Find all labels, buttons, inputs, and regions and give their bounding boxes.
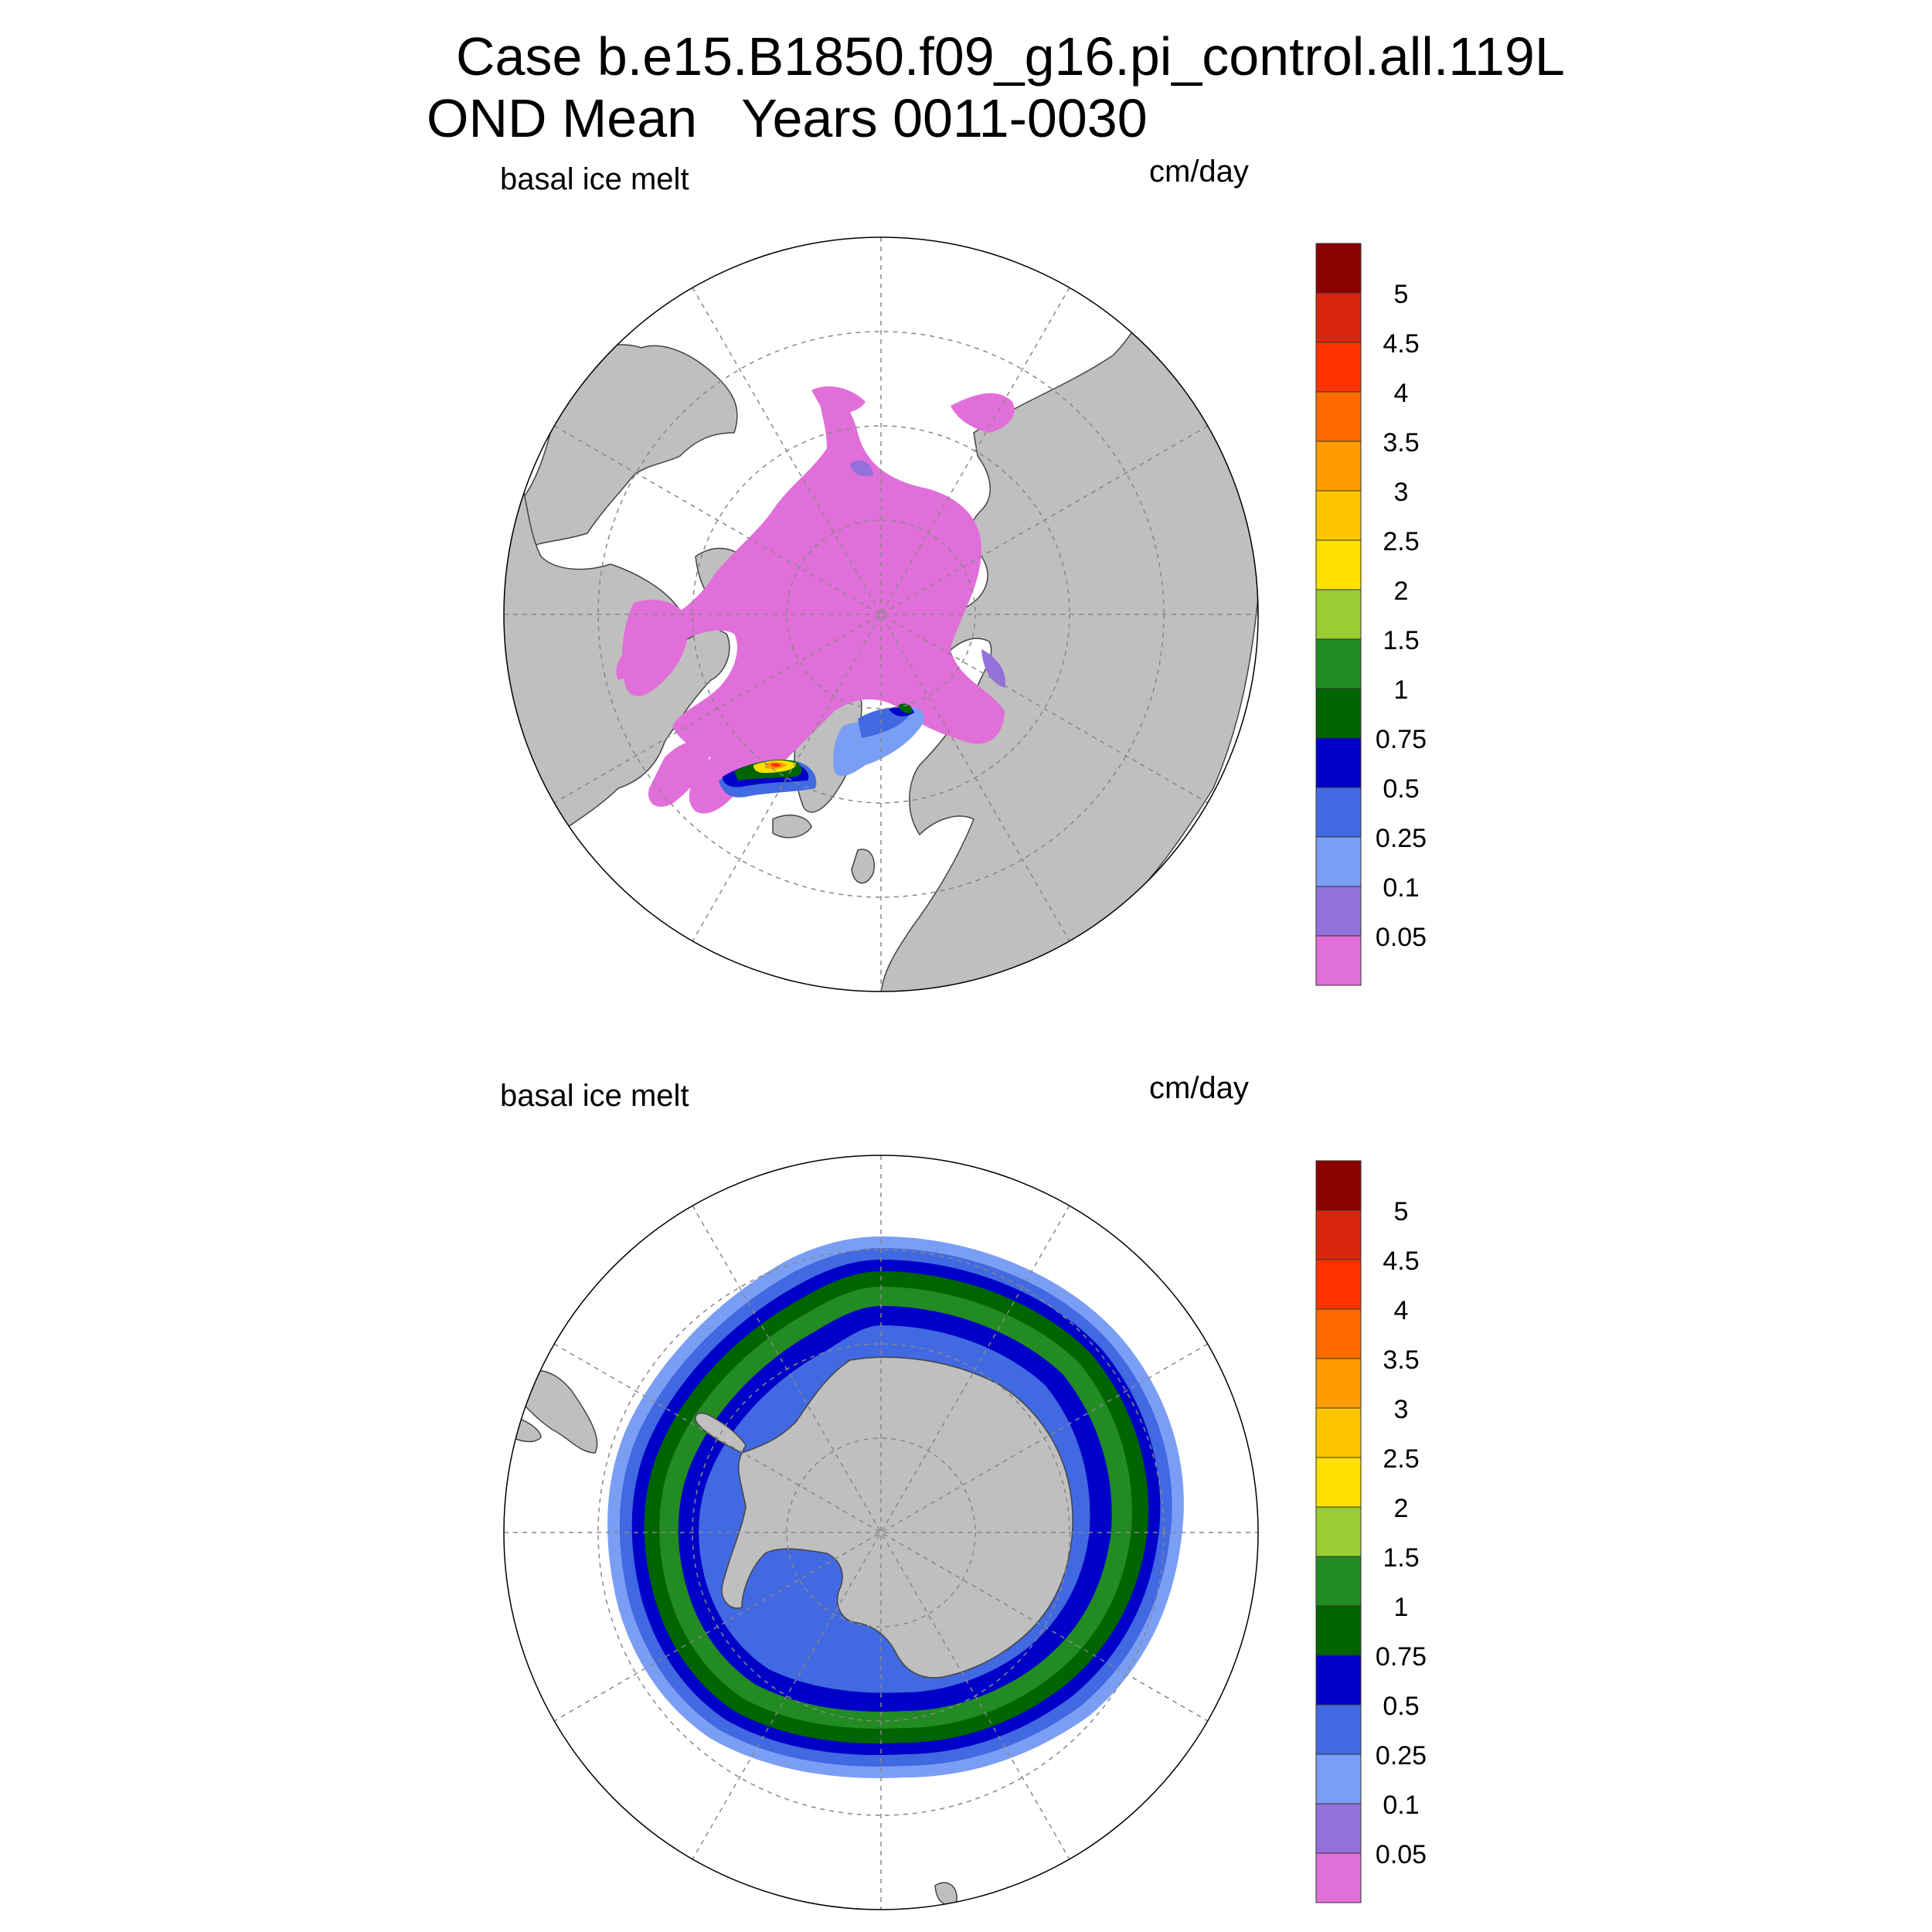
south-colorbar-tick-label: 0.05 (1376, 1840, 1427, 1869)
south-colorbar-tick-label: 2 (1394, 1494, 1409, 1523)
north-melt-hudson-bay (621, 600, 689, 696)
south-colorbar-tick-label: 0.5 (1383, 1692, 1419, 1721)
north-colorbar-box (1315, 292, 1362, 343)
north-melt-labrador-red (771, 763, 781, 767)
north-land-iceland (772, 815, 812, 838)
south-colorbar-tick-label: 4.5 (1383, 1247, 1419, 1276)
north-colorbar: 0.05 0.1 0.25 0.5 0.75 1 1.5 2 2.5 3 3.5 4 4.5 5 (1315, 243, 1427, 986)
south-colorbar: 0.05 0.1 0.25 0.5 0.75 1 1.5 2 2.5 3 3.5 4 4.5 5 (1315, 1160, 1427, 1903)
north-polar-map (503, 236, 1259, 992)
south-colorbar-box (1315, 1259, 1362, 1310)
north-colorbar-tick-label: 4 (1394, 379, 1409, 408)
south-colorbar-tick-label: 0.1 (1383, 1791, 1419, 1820)
north-colorbar-tick-label: 0.5 (1383, 774, 1419, 804)
north-colorbar-tick-label: 3.5 (1383, 428, 1419, 457)
north-colorbar-box (1315, 638, 1362, 689)
north-colorbar-box (1315, 737, 1362, 788)
north-melt-labrador (648, 741, 711, 807)
south-colorbar-box (1315, 1160, 1362, 1211)
north-colorbar-box (1315, 440, 1362, 492)
north-colorbar-tick-label: 5 (1394, 280, 1409, 309)
south-colorbar-box (1315, 1209, 1362, 1260)
south-variable-label: basal ice melt (500, 1079, 689, 1113)
north-colorbar-tick-label: 1 (1394, 675, 1409, 705)
south-colorbar-box (1315, 1852, 1362, 1903)
north-variable-label: basal ice melt (500, 162, 689, 196)
south-colorbar-box (1315, 1605, 1362, 1656)
south-colorbar-box (1315, 1308, 1362, 1359)
north-colorbar-box (1315, 391, 1362, 442)
south-land-antarctica (721, 1356, 1073, 1679)
south-colorbar-box (1315, 1358, 1362, 1409)
south-land-new-zealand (934, 1882, 957, 1906)
north-colorbar-box (1315, 886, 1362, 937)
south-colorbar-box (1315, 1753, 1362, 1804)
north-colorbar-box (1315, 688, 1362, 739)
north-colorbar-tick-label: 4.5 (1383, 329, 1419, 359)
south-polar-map (503, 1155, 1259, 1910)
north-land-north-america (504, 431, 730, 874)
north-colorbar-tick-label: 2.5 (1383, 527, 1419, 556)
south-colorbar-tick-label: 3.5 (1383, 1345, 1419, 1375)
north-colorbar-tick-label: 0.05 (1376, 923, 1427, 952)
north-colorbar-tick-label: 1.5 (1383, 626, 1419, 655)
north-colorbar-tick-label: 3 (1394, 478, 1409, 507)
north-colorbar-box (1315, 787, 1362, 838)
north-melt-okhotsk (951, 393, 1015, 433)
north-colorbar-tick-label: 0.1 (1383, 873, 1419, 903)
north-colorbar-tick-label: 0.75 (1376, 725, 1427, 754)
south-colorbar-box (1315, 1803, 1362, 1854)
south-colorbar-tick-label: 1 (1394, 1593, 1409, 1622)
north-colorbar-box (1315, 935, 1362, 986)
figure-title-period: OND Mean Years 0011-0030 (427, 88, 1148, 148)
south-colorbar-box (1315, 1506, 1362, 1557)
south-colorbar-box (1315, 1407, 1362, 1458)
north-melt-bering-strait (811, 386, 866, 417)
north-colorbar-tick-label: 0.25 (1376, 824, 1427, 853)
north-melt-fringe-purple (850, 460, 1005, 688)
north-map-border (503, 236, 1259, 992)
south-colorbar-tick-label: 0.75 (1376, 1642, 1427, 1672)
north-graticule (504, 237, 1258, 992)
south-colorbar-tick-label: 2.5 (1383, 1444, 1419, 1474)
south-colorbar-box (1315, 1655, 1362, 1706)
south-units-label: cm/day (1149, 1071, 1249, 1105)
south-map-border (503, 1155, 1259, 1910)
north-colorbar-box (1315, 589, 1362, 640)
north-colorbar-box (1315, 243, 1362, 294)
south-colorbar-box (1315, 1556, 1362, 1607)
south-graticule (504, 1155, 1258, 1910)
north-colorbar-tick-label: 2 (1394, 577, 1409, 606)
south-colorbar-tick-label: 5 (1394, 1197, 1409, 1226)
north-units-label: cm/day (1149, 155, 1249, 189)
north-colorbar-box (1315, 539, 1362, 590)
south-colorbar-box (1315, 1704, 1362, 1755)
south-colorbar-tick-label: 4 (1394, 1296, 1409, 1325)
north-melt-barents-light-blue (833, 707, 924, 777)
north-land-british-isles (851, 849, 875, 884)
north-colorbar-box (1315, 342, 1362, 393)
figure-title-case: Case b.e15.B1850.f09_g16.pi_control.all.… (456, 26, 1565, 87)
south-colorbar-tick-label: 1.5 (1383, 1543, 1419, 1573)
north-colorbar-box (1315, 490, 1362, 541)
south-colorbar-tick-label: 0.25 (1376, 1741, 1427, 1770)
north-colorbar-box (1315, 836, 1362, 887)
south-colorbar-tick-label: 3 (1394, 1395, 1409, 1424)
north-melt-barents-green (899, 703, 913, 713)
south-colorbar-box (1315, 1457, 1362, 1508)
